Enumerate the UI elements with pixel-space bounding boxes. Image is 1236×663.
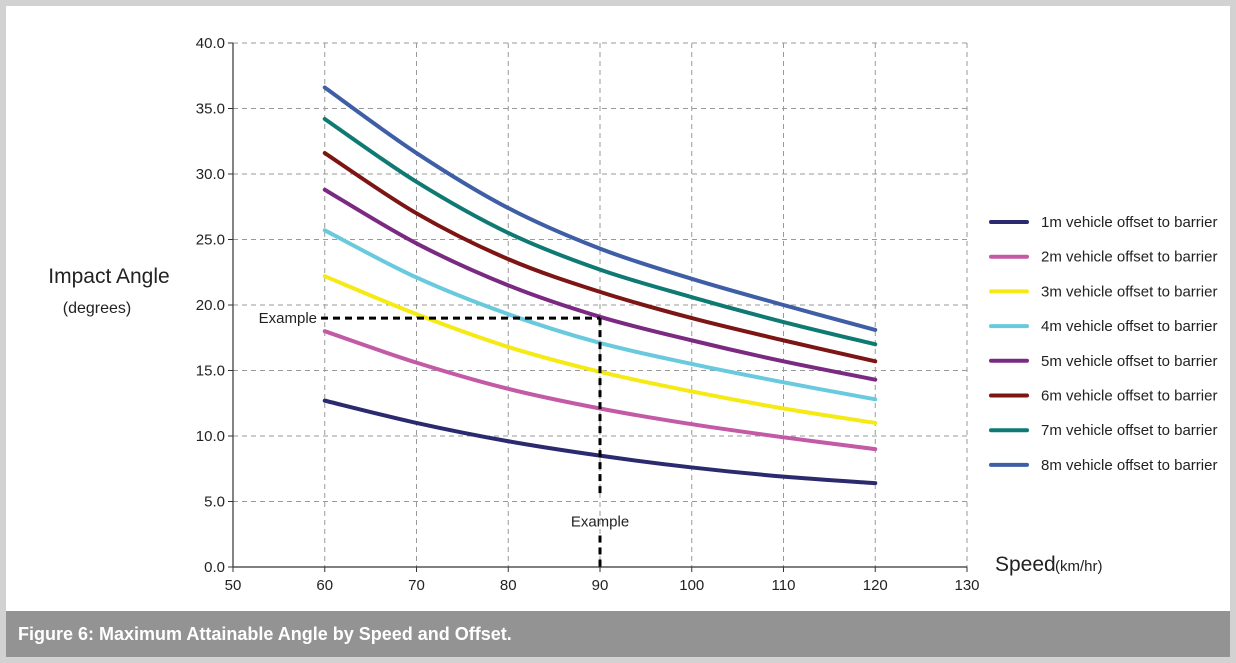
- legend: 1m vehicle offset to barrier 2m vehicle o…: [989, 214, 1217, 474]
- x-tick-label: 110: [772, 577, 796, 594]
- legend-label: 6m vehicle offset to barrier: [1041, 388, 1217, 405]
- y-tick-label: 20.0: [196, 297, 225, 314]
- example-annotations: Example Example: [259, 310, 629, 567]
- series-line-7m: [322, 116, 878, 347]
- series-line-8m: [322, 85, 878, 332]
- x-tick-label: 60: [316, 577, 333, 594]
- x-axis-unit: (km/hr): [1055, 558, 1103, 575]
- legend-label: 4m vehicle offset to barrier: [1041, 318, 1217, 335]
- example-label-x: Example: [571, 513, 629, 530]
- x-tick-label: 70: [408, 577, 425, 594]
- figure-caption: Figure 6: Maximum Attainable Angle by Sp…: [18, 624, 512, 644]
- y-tick-label: 40.0: [196, 35, 225, 52]
- figure-frame: 0.0 5.0 10.0 15.0 20.0 25.0 30.0 35.0 40.0 50 60 70…: [6, 6, 1230, 657]
- x-tick-label: 100: [679, 577, 704, 594]
- y-tick-label: 10.0: [196, 428, 225, 445]
- example-label-y: Example: [259, 310, 317, 327]
- legend-label: 3m vehicle offset to barrier: [1041, 283, 1217, 300]
- x-tick-label: 130: [954, 577, 979, 594]
- y-axis-title: Impact Angle: [48, 265, 169, 288]
- y-tick-label: 15.0: [196, 363, 225, 380]
- legend-label: 5m vehicle offset to barrier: [1041, 353, 1217, 370]
- legend-label: 7m vehicle offset to barrier: [1041, 422, 1217, 439]
- figure-caption-bar: Figure 6: Maximum Attainable Angle by Sp…: [6, 611, 1230, 657]
- x-axis-title: Speed: [995, 553, 1056, 576]
- y-tick-label: 0.0: [204, 559, 225, 576]
- x-tick-label: 120: [863, 577, 888, 594]
- y-tick-label: 5.0: [204, 494, 225, 511]
- series-line-6m: [322, 151, 878, 364]
- x-tick-label: 50: [225, 577, 242, 594]
- y-tick-label: 25.0: [196, 232, 225, 249]
- x-tick-label: 90: [592, 577, 609, 594]
- tick-labels: 0.0 5.0 10.0 15.0 20.0 25.0 30.0 35.0 40.0 50 60 70…: [196, 35, 980, 594]
- legend-label: 8m vehicle offset to barrier: [1041, 457, 1217, 474]
- y-tick-label: 30.0: [196, 166, 225, 183]
- y-tick-label: 35.0: [196, 101, 225, 118]
- y-axis-unit: (degrees): [63, 300, 131, 317]
- x-tick-label: 80: [500, 577, 517, 594]
- legend-label: 1m vehicle offset to barrier: [1041, 214, 1217, 231]
- legend-label: 2m vehicle offset to barrier: [1041, 249, 1217, 266]
- line-chart: 0.0 5.0 10.0 15.0 20.0 25.0 30.0 35.0 40.0 50 60 70…: [48, 35, 1217, 594]
